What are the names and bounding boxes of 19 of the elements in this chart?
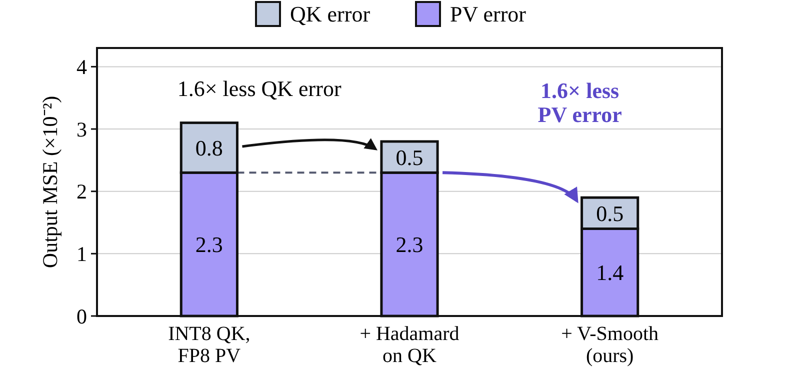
x-tick-label: + Hadamard on QK [360,323,460,367]
y-tick-label: 1 [76,242,87,266]
x-tick-label: + V-Smooth (ours) [561,323,659,367]
legend-label: PV error [450,2,527,27]
y-tick-label: 2 [76,180,87,204]
data-label: 0.5 [596,200,624,226]
data-label: 0.8 [195,135,223,160]
data-label: 1.4 [596,260,624,286]
annotation: 1.6× less PV error [538,78,622,127]
y-axis-title: Output MSE (×10⁻²) [38,96,62,268]
data-label: 2.3 [195,232,223,258]
annotation: 1.6× less QK error [177,76,342,102]
y-tick-label: 0 [76,304,87,328]
data-label: 0.5 [396,144,424,170]
y-tick-label: 3 [76,117,87,142]
data-label: 2.3 [396,232,424,258]
x-tick-label: INT8 QK, FP8 PV [168,323,250,367]
y-tick-label: 4 [76,55,88,80]
legend-label: QK error [290,2,371,27]
